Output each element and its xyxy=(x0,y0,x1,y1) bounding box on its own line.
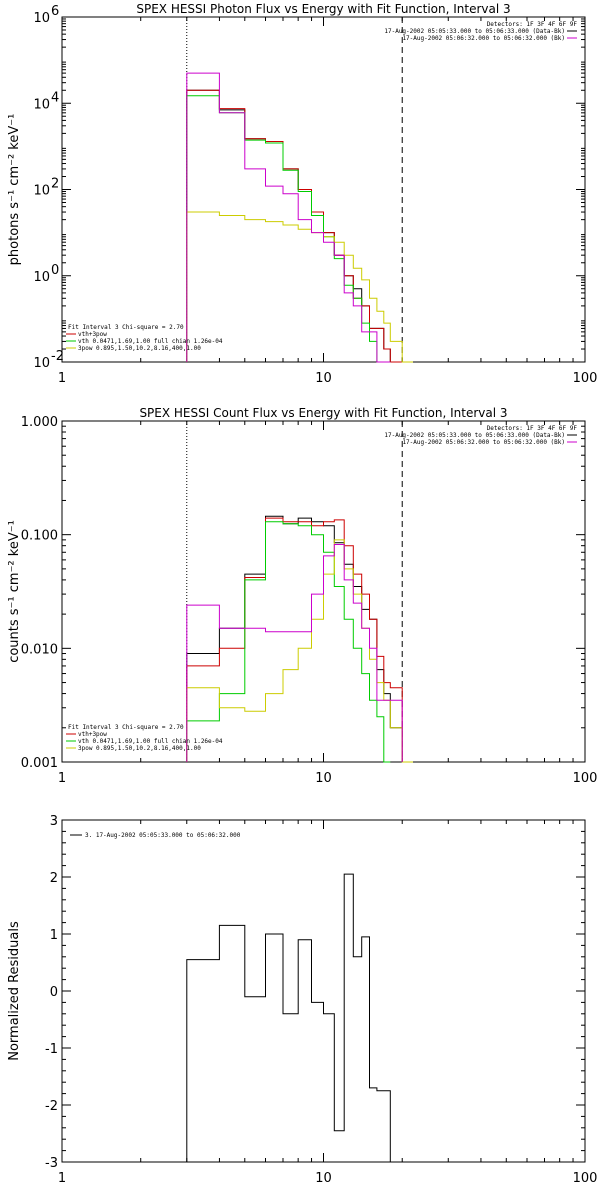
y-tick-exponent: 0 xyxy=(51,263,59,278)
y-tick-label: 0.001 xyxy=(21,756,58,771)
legend-text: 17-Aug-2002 05:06:32.000 to 05:06:32.000… xyxy=(402,439,565,446)
y-tick-label: 2 xyxy=(50,871,58,886)
series-bk xyxy=(186,544,403,762)
legend-text: 3pow 0.895,1.50,10.2,8.16,400,1.00 xyxy=(78,745,201,752)
x-tick-label: 10 xyxy=(315,1171,332,1186)
chart-panel-1: SPEX HESSI Photon Flux vs Energy with Fi… xyxy=(7,2,597,386)
chart-title: SPEX HESSI Photon Flux vs Energy with Fi… xyxy=(136,2,510,16)
y-tick-label: 0 xyxy=(50,985,58,1000)
y-tick-exponent: 4 xyxy=(51,90,59,105)
plot-frame xyxy=(61,16,586,363)
chart-panel-3: 1 10 100 -3 -2 -1 0 1 2 3 Normalized Residuals 3. 1… xyxy=(7,814,597,1186)
y-tick-label: 10 xyxy=(33,184,50,199)
y-tick-label: 10 xyxy=(33,356,50,371)
y-tick-label: -1 xyxy=(45,1042,58,1057)
x-tick-label: 1 xyxy=(58,771,66,786)
y-tick-label: 10 xyxy=(33,11,50,26)
x-tick-label: 1 xyxy=(58,371,66,386)
series-vth xyxy=(186,521,391,763)
legend-text: vth 0.0471,1.69,1.00 full chian 1.26e-04 xyxy=(78,738,223,745)
chart-title: SPEX HESSI Count Flux vs Energy with Fit… xyxy=(139,406,507,420)
legend-text: Fit Interval 3 Chi-square = 2.70 xyxy=(68,724,184,731)
plot-frame xyxy=(61,819,586,1163)
legend-text: vth+3pow xyxy=(78,731,107,738)
y-tick-label: -2 xyxy=(45,1099,58,1114)
legend-text: 3pow 0.895,1.50,10.2,8.16,400,1.00 xyxy=(78,345,201,352)
x-tick-label: 100 xyxy=(573,1171,598,1186)
legend-text: 17-Aug-2002 05:06:32.000 to 05:06:32.000… xyxy=(402,35,565,42)
legend-text: Fit Interval 3 Chi-square = 2.70 xyxy=(68,324,184,331)
y-tick-exponent: 6 xyxy=(51,4,59,19)
x-tick-label: 100 xyxy=(573,771,598,786)
y-tick-label: 10 xyxy=(33,270,50,285)
y-tick-label: 3 xyxy=(50,814,58,829)
series-residuals xyxy=(186,873,403,1163)
legend-text: Detectors: 1F 3F 4F 6F 9F xyxy=(487,21,578,28)
y-tick-label: 10 xyxy=(33,97,50,112)
series-3pow xyxy=(186,211,413,363)
legend-text: vth+3pow xyxy=(78,331,107,338)
y-tick-label: 0.100 xyxy=(21,529,58,544)
legend-text: Detectors: 1F 3F 4F 6F 9F xyxy=(487,425,578,432)
legend-text: 17-Aug-2002 05:05:33.000 to 05:06:33.000… xyxy=(384,28,565,35)
y-axis-label: photons s⁻¹ cm⁻² keV⁻¹ xyxy=(7,114,22,266)
y-tick-label: 1.000 xyxy=(21,415,58,430)
y-tick-exponent: 2 xyxy=(51,177,59,192)
legend-text: vth 0.0471,1.69,1.00 full chian 1.26e-04 xyxy=(78,338,223,345)
legend-text: 3. 17-Aug-2002 05:05:33.000 to 05:06:32.… xyxy=(85,832,241,839)
series-3pow xyxy=(186,539,413,763)
legend-text: 17-Aug-2002 05:05:33.000 to 05:06:33.000… xyxy=(384,432,565,439)
y-tick-label: -3 xyxy=(45,1156,58,1171)
y-tick-exponent: -2 xyxy=(51,349,64,364)
x-tick-label: 100 xyxy=(573,371,598,386)
y-tick-label: 0.010 xyxy=(21,642,58,657)
y-axis-label: counts s⁻¹ cm⁻² keV⁻¹ xyxy=(7,520,22,663)
y-axis-label: Normalized Residuals xyxy=(7,921,22,1061)
x-tick-label: 10 xyxy=(315,771,332,786)
series-vth xyxy=(186,95,391,363)
chart-panel-2: SPEX HESSI Count Flux vs Energy with Fit… xyxy=(7,406,597,786)
series-bk xyxy=(186,72,391,363)
x-tick-label: 10 xyxy=(315,371,332,386)
y-tick-label: 1 xyxy=(50,928,58,943)
series-vth-3pow xyxy=(186,89,413,363)
x-tick-label: 1 xyxy=(58,1171,66,1186)
